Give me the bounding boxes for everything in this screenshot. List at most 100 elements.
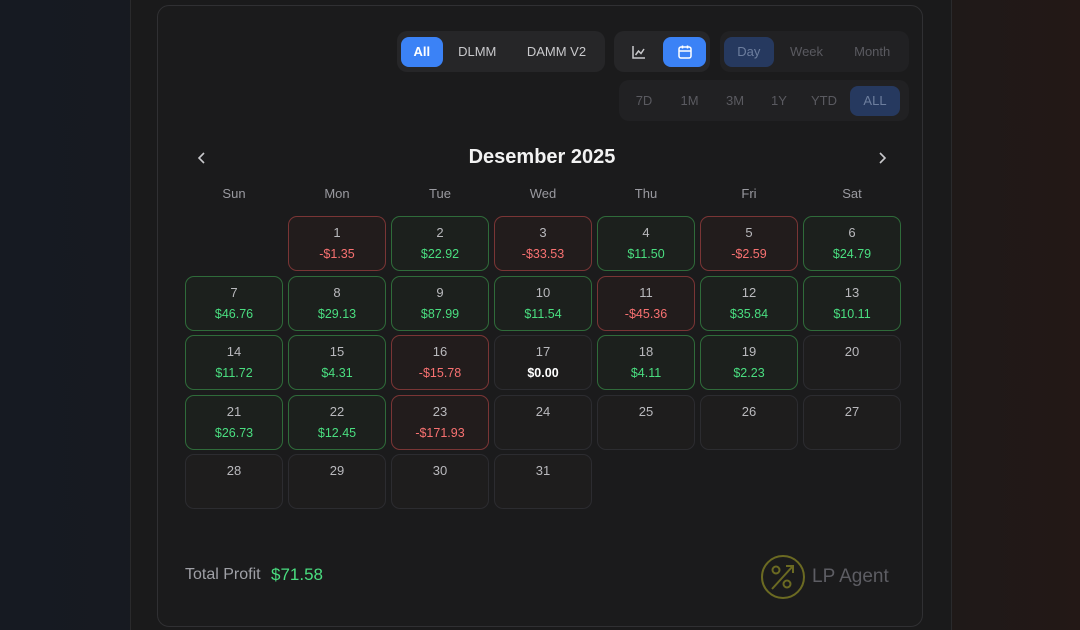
calendar-day-8[interactable]: 8 $29.13 xyxy=(288,276,386,331)
calendar-day-10[interactable]: 10 $11.54 xyxy=(494,276,592,331)
calendar-day-7[interactable]: 7 $46.76 xyxy=(185,276,283,331)
month-title: Desember 2025 xyxy=(468,146,616,168)
range-ytd-button[interactable]: YTD xyxy=(811,93,837,108)
day-profit-value: -$45.36 xyxy=(624,307,668,321)
day-number: 14 xyxy=(226,344,242,359)
calendar-day-15[interactable]: 15 $4.31 xyxy=(288,335,386,390)
granularity-filter: Day Week Month xyxy=(720,31,909,72)
protocol-damm-v2-button[interactable]: DAMM V2 xyxy=(526,44,587,59)
line-chart-icon xyxy=(631,45,645,59)
day-number: 13 xyxy=(844,285,860,300)
day-profit-value: $4.11 xyxy=(630,366,662,380)
weekday-fri: Fri xyxy=(741,186,757,201)
calendar-day-27[interactable]: 27 xyxy=(803,395,901,450)
day-number: 31 xyxy=(535,463,551,478)
day-profit-value: $11.50 xyxy=(627,247,665,261)
day-number: 4 xyxy=(642,225,650,240)
day-profit-value: $35.84 xyxy=(729,307,769,321)
day-number: 22 xyxy=(329,404,345,419)
calendar-day-9[interactable]: 9 $87.99 xyxy=(391,276,489,331)
granularity-day-button[interactable]: Day xyxy=(724,36,774,67)
next-month-button[interactable] xyxy=(872,148,892,168)
calendar-day-14[interactable]: 14 $11.72 xyxy=(185,335,283,390)
calendar-day-22[interactable]: 22 $12.45 xyxy=(288,395,386,450)
day-number: 10 xyxy=(535,285,551,300)
protocol-dlmm-button[interactable]: DLMM xyxy=(458,44,497,59)
calendar-day-23[interactable]: 23 -$171.93 xyxy=(391,395,489,450)
weekday-sat: Sat xyxy=(842,186,862,201)
calendar-view-button[interactable] xyxy=(663,36,706,67)
calendar-day-19[interactable]: 19 $2.23 xyxy=(700,335,798,390)
day-number: 23 xyxy=(432,404,448,419)
chart-view-button[interactable] xyxy=(618,37,659,67)
total-profit-value: $71.58 xyxy=(271,565,323,584)
calendar-day-4[interactable]: 4 $11.50 xyxy=(597,216,695,271)
calendar-day-13[interactable]: 13 $10.11 xyxy=(803,276,901,331)
calendar-day-26[interactable]: 26 xyxy=(700,395,798,450)
range-7d-button[interactable]: 7D xyxy=(635,93,653,108)
calendar-day-21[interactable]: 21 $26.73 xyxy=(185,395,283,450)
day-number: 17 xyxy=(535,344,551,359)
calendar-day-17[interactable]: 17 $0.00 xyxy=(494,335,592,390)
calendar-day-24[interactable]: 24 xyxy=(494,395,592,450)
day-number: 21 xyxy=(226,404,242,419)
day-number: 1 xyxy=(333,225,341,240)
calendar-day-25[interactable]: 25 xyxy=(597,395,695,450)
day-profit-value: -$1.35 xyxy=(319,247,355,261)
protocol-all-button[interactable]: All xyxy=(401,36,443,67)
prev-month-button[interactable] xyxy=(192,148,212,168)
granularity-week-button[interactable]: Week xyxy=(790,44,824,59)
calendar-day-11[interactable]: 11 -$45.36 xyxy=(597,276,695,331)
calendar-day-31[interactable]: 31 xyxy=(494,454,592,509)
weekday-sun: Sun xyxy=(222,186,246,201)
day-profit-value: $0.00 xyxy=(527,366,559,380)
range-3m-button[interactable]: 3M xyxy=(725,93,745,108)
calendar-day-3[interactable]: 3 -$33.53 xyxy=(494,216,592,271)
weekday-wed: Wed xyxy=(529,186,557,201)
day-number: 30 xyxy=(432,463,448,478)
day-number: 28 xyxy=(226,463,242,478)
weekday-mon: Mon xyxy=(324,186,350,201)
day-profit-value: $11.72 xyxy=(215,366,253,380)
day-number: 8 xyxy=(333,285,341,300)
day-number: 20 xyxy=(844,344,860,359)
day-number: 24 xyxy=(535,404,551,419)
brand-name: LP Agent xyxy=(812,566,889,587)
calendar-day-30[interactable]: 30 xyxy=(391,454,489,509)
calendar-day-16[interactable]: 16 -$15.78 xyxy=(391,335,489,390)
calendar-day-2[interactable]: 2 $22.92 xyxy=(391,216,489,271)
day-number: 7 xyxy=(230,285,238,300)
calendar-day-29[interactable]: 29 xyxy=(288,454,386,509)
day-profit-value: $22.92 xyxy=(420,247,460,261)
range-all-button[interactable]: ALL xyxy=(850,85,900,116)
day-number: 26 xyxy=(741,404,757,419)
calendar-day-18[interactable]: 18 $4.11 xyxy=(597,335,695,390)
day-profit-value: -$2.59 xyxy=(731,247,767,261)
day-number: 11 xyxy=(639,285,653,300)
day-number: 25 xyxy=(638,404,654,419)
day-profit-value: -$171.93 xyxy=(415,426,465,440)
day-profit-value: $10.11 xyxy=(833,307,871,321)
calendar-day-1[interactable]: 1 -$1.35 xyxy=(288,216,386,271)
total-profit-label: Total Profit xyxy=(185,566,261,583)
day-number: 12 xyxy=(741,285,757,300)
calendar-day-5[interactable]: 5 -$2.59 xyxy=(700,216,798,271)
day-number: 2 xyxy=(436,225,444,240)
range-1y-button[interactable]: 1Y xyxy=(771,93,787,108)
calendar-day-6[interactable]: 6 $24.79 xyxy=(803,216,901,271)
calendar-day-12[interactable]: 12 $35.84 xyxy=(700,276,798,331)
range-1m-button[interactable]: 1M xyxy=(680,93,699,108)
calendar-day-28[interactable]: 28 xyxy=(185,454,283,509)
granularity-month-button[interactable]: Month xyxy=(854,44,891,59)
calendar-day-20[interactable]: 20 xyxy=(803,335,901,390)
day-number: 5 xyxy=(745,225,753,240)
day-profit-value: $4.31 xyxy=(321,366,353,380)
day-number: 19 xyxy=(741,344,757,359)
day-number: 6 xyxy=(848,225,856,240)
day-number: 9 xyxy=(436,285,444,300)
range-filter: 7D 1M 3M 1Y YTD ALL xyxy=(619,80,909,121)
chevron-left-icon xyxy=(197,152,205,164)
day-profit-value: -$33.53 xyxy=(521,247,565,261)
percent-arrow-logo-icon xyxy=(761,555,805,599)
day-profit-value: $2.23 xyxy=(733,366,765,380)
